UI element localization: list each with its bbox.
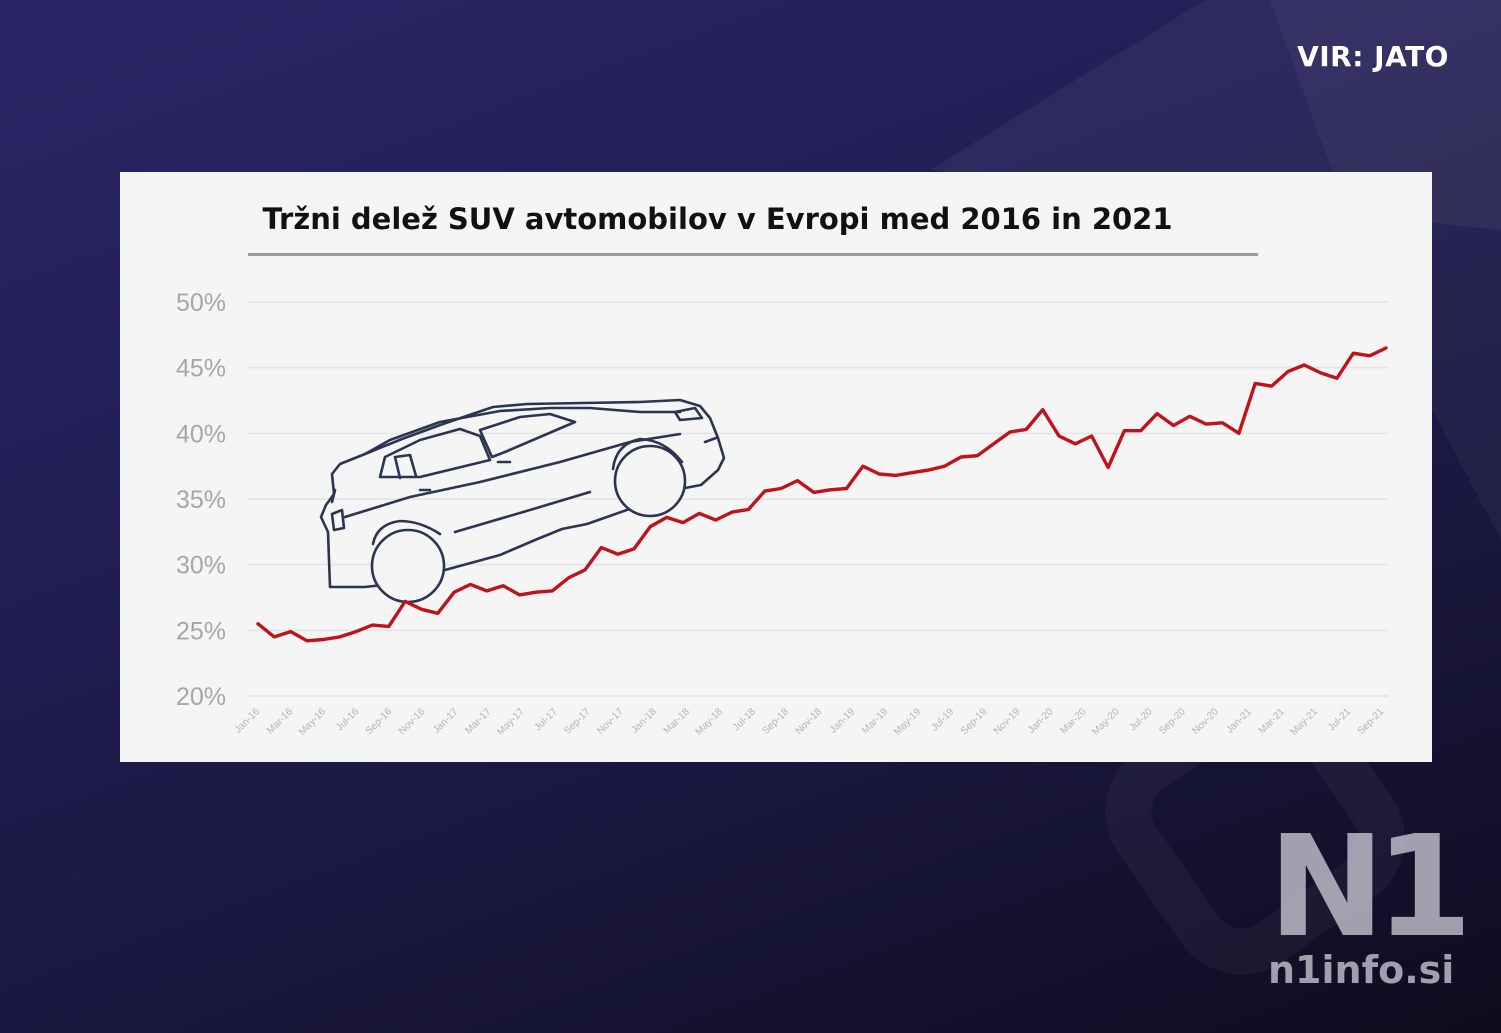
line-chart: 20% 25% 30% 35% 40% 45% 50% Jan-16 Mar-16 May-16… [176,289,1388,738]
x-tick-label: Sep-16 [364,706,395,737]
y-tick-label: 50% [176,289,226,317]
x-tick-label: Mar-20 [1058,706,1088,736]
x-tick-label: May-18 [694,706,726,738]
chart-card: 20% 25% 30% 35% 40% 45% 50% Jan-16 Mar-16 May-16… [120,172,1432,762]
x-tick-label: Sep-19 [959,706,990,737]
x-tick-label: Jan-20 [1026,706,1056,736]
x-tick-label: May-20 [1090,706,1122,738]
suv-share-line [256,346,1388,643]
x-tick-label: May-16 [297,706,329,738]
x-tick-label: Mar-19 [860,706,890,736]
y-axis-ticks: 20% 25% 30% 35% 40% 45% 50% [176,289,226,711]
x-tick-label: Nov-17 [595,706,626,737]
x-tick-label: May-21 [1289,706,1321,738]
x-tick-label: Jan-19 [828,706,858,736]
x-tick-label: Nov-16 [397,706,428,737]
logo-mark: N1 [1268,806,1473,969]
x-tick-label: Jan-16 [233,706,263,736]
x-tick-label: Jan-18 [629,706,659,736]
x-tick-label: Jan-21 [1224,706,1254,736]
grid-lines [247,301,1388,697]
x-tick-label: Nov-20 [1190,706,1221,737]
x-tick-label: Jan-17 [431,706,461,736]
chart-title: Tržni delež SUV avtomobilov v Evropi med… [262,202,1173,236]
x-tick-label: Jul-16 [334,706,361,733]
x-tick-label: Nov-18 [794,706,825,737]
y-tick-label: 35% [176,486,226,514]
x-tick-label: Mar-21 [1257,706,1287,736]
x-tick-label: Sep-20 [1157,706,1188,737]
x-tick-label: Sep-17 [562,706,593,737]
x-tick-label: Jul-18 [731,706,758,733]
x-axis-ticks: Jan-16 Mar-16 May-16 Jul-16 Sep-16 Nov-16 Jan-… [233,706,1387,738]
x-tick-label: Jul-17 [533,706,560,733]
x-tick-label: Mar-16 [265,706,295,736]
x-tick-label: Mar-17 [463,706,493,736]
source-label: VIR: JATO [1297,40,1449,73]
x-tick-label: Jul-21 [1326,706,1353,733]
logo-url: n1info.si [1268,948,1455,992]
x-tick-label: Nov-19 [992,706,1023,737]
y-tick-label: 30% [176,552,226,580]
x-tick-label: May-17 [495,706,527,738]
title-underline [248,253,1258,256]
y-tick-label: 20% [176,683,226,711]
x-tick-label: Sep-18 [760,706,791,737]
x-tick-label: Sep-21 [1356,706,1387,737]
n1-logo: N1 n1info.si [1262,818,1473,998]
y-tick-label: 40% [176,420,226,448]
suv-car-illustration [319,398,726,604]
x-tick-label: May-19 [892,706,924,738]
x-tick-label: Jul-19 [929,706,956,733]
y-tick-label: 45% [176,355,226,383]
y-tick-label: 25% [176,617,226,645]
x-tick-label: Jul-20 [1128,706,1155,733]
x-tick-label: Mar-18 [662,706,692,736]
